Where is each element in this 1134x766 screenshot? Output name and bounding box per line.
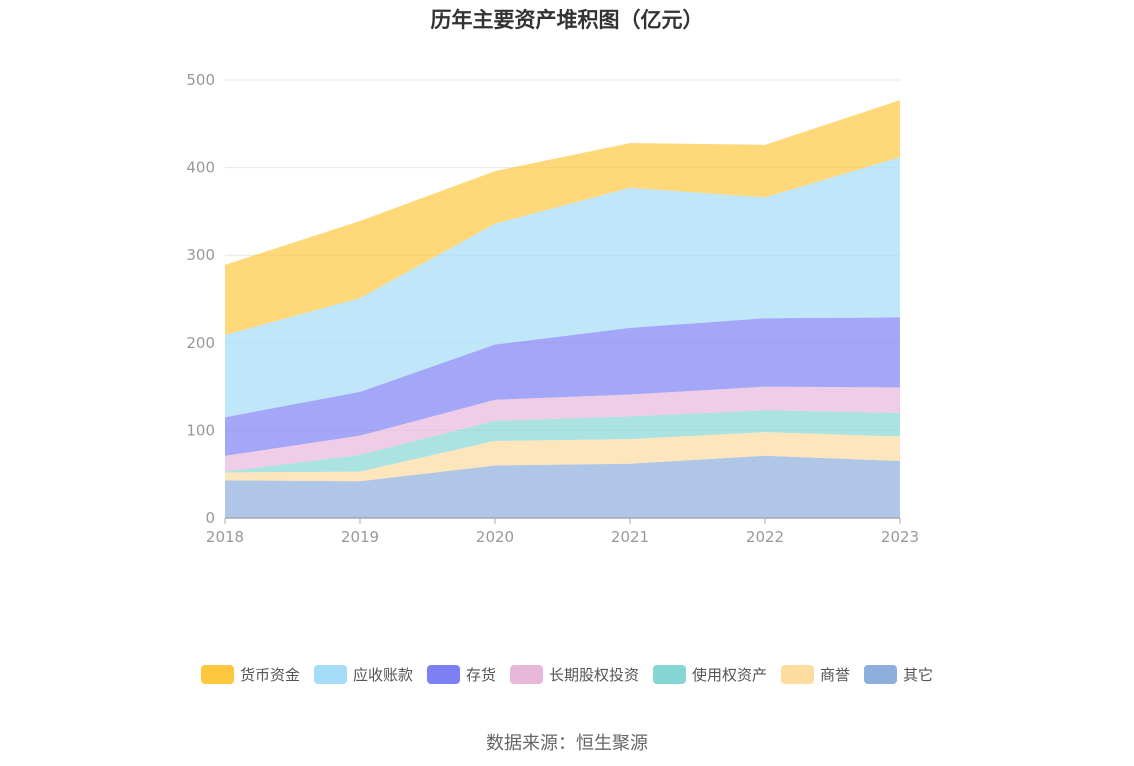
axes: 0 100 200 300 400 500 2018 2019 2020 2021 2022 2023	[186, 71, 919, 546]
y-tick-label: 400	[186, 159, 215, 177]
stacked-area-chart: 0 100 200 300 400 500 2018 2019 2020 2021 2022 2023	[186, 71, 919, 546]
y-tick-label: 100	[186, 421, 215, 439]
area-series-长期股权投资	[225, 386, 900, 472]
x-tick-label: 2018	[206, 528, 244, 546]
legend-label: 应收账款	[352, 666, 413, 684]
data-source: 数据来源：恒生聚源	[486, 733, 648, 754]
legend-swatch	[200, 665, 234, 684]
legend-item[interactable]: 使用权资产	[653, 664, 767, 685]
area-series-其它	[225, 455, 900, 518]
legend-swatch	[653, 665, 686, 684]
legend-label: 长期股权投资	[548, 666, 639, 684]
area-series-使用权资产	[225, 410, 900, 473]
legend-item[interactable]: 应收账款	[313, 664, 413, 685]
y-tick-label: 300	[186, 246, 215, 264]
legend-label: 存货	[465, 666, 496, 684]
legend-label: 货币资金	[239, 666, 300, 684]
legend-item[interactable]: 其它	[864, 664, 933, 685]
legend-item[interactable]: 存货	[426, 664, 496, 685]
legend-swatch	[781, 665, 815, 684]
legend-swatch	[509, 665, 543, 684]
area-series-货币资金	[225, 100, 900, 335]
y-tick-label: 500	[186, 71, 215, 89]
chart-title: 历年主要资产堆积图（亿元）	[430, 8, 704, 32]
x-tick-label: 2023	[881, 528, 919, 546]
legend-label: 使用权资产	[692, 666, 768, 684]
x-tick-label: 2021	[611, 528, 649, 546]
x-tick-label: 2019	[341, 528, 379, 546]
legend-swatch	[426, 665, 460, 684]
legend-swatch	[864, 665, 898, 684]
legend: 货币资金 应收账款 存货 长期股权投资 使用权资产 商誉 其它	[0, 664, 1134, 685]
area-series	[225, 100, 900, 518]
legend-item[interactable]: 长期股权投资	[509, 664, 639, 685]
y-tick-label: 200	[186, 334, 215, 352]
area-series-商誉	[225, 432, 900, 482]
legend-swatch	[313, 665, 347, 684]
legend-label: 其它	[903, 666, 934, 684]
legend-item[interactable]: 货币资金	[200, 664, 300, 685]
area-series-存货	[225, 317, 900, 456]
legend-item[interactable]: 商誉	[781, 664, 850, 685]
legend-label: 商誉	[820, 666, 851, 684]
y-tick-label: 0	[205, 509, 215, 527]
x-tick-label: 2020	[476, 528, 514, 546]
area-series-应收账款	[225, 157, 900, 418]
x-tick-label: 2022	[746, 528, 784, 546]
